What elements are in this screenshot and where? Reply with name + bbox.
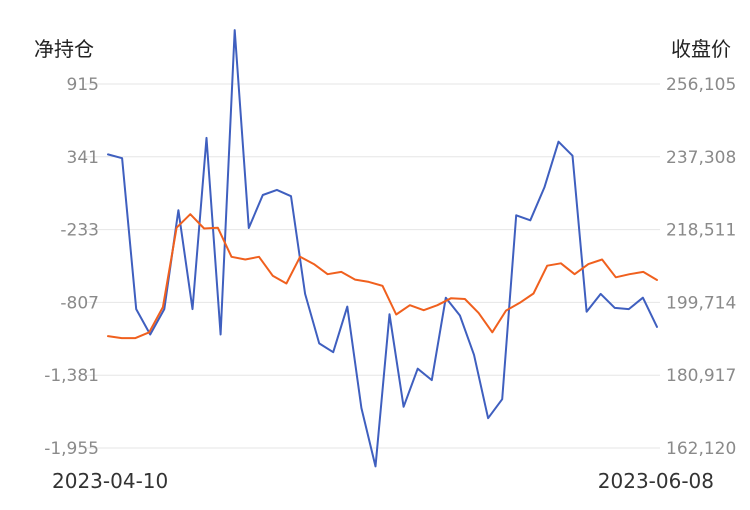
right-tick-label: 256,105 xyxy=(666,75,736,95)
right-axis-ticks: 256,105 237,308 218,511 199,714 180,917 162,1… xyxy=(666,75,736,459)
x-end-label: 2023-06-08 xyxy=(598,469,714,493)
left-tick-label: 341 xyxy=(67,148,99,168)
left-tick-label: 915 xyxy=(67,75,99,95)
right-axis-title: 收盘价 xyxy=(671,37,731,61)
right-tick-label: 199,714 xyxy=(666,293,736,313)
left-axis-title: 净持仓 xyxy=(34,37,94,61)
left-axis-ticks: 915 341 -233 -807 -1,381 -1,955 xyxy=(44,75,99,459)
net-position-line xyxy=(107,29,658,468)
right-tick-label: 180,917 xyxy=(666,366,736,386)
left-tick-label: -1,955 xyxy=(44,439,99,459)
right-tick-label: 237,308 xyxy=(666,148,736,168)
left-tick-label: -1,381 xyxy=(44,366,99,386)
closing-price-line xyxy=(107,213,658,340)
right-tick-label: 162,120 xyxy=(666,439,736,459)
x-start-label: 2023-04-10 xyxy=(52,469,168,493)
series-lines xyxy=(107,29,658,468)
right-tick-label: 218,511 xyxy=(666,221,736,241)
left-tick-label: -233 xyxy=(60,221,99,241)
left-tick-label: -807 xyxy=(60,293,99,313)
